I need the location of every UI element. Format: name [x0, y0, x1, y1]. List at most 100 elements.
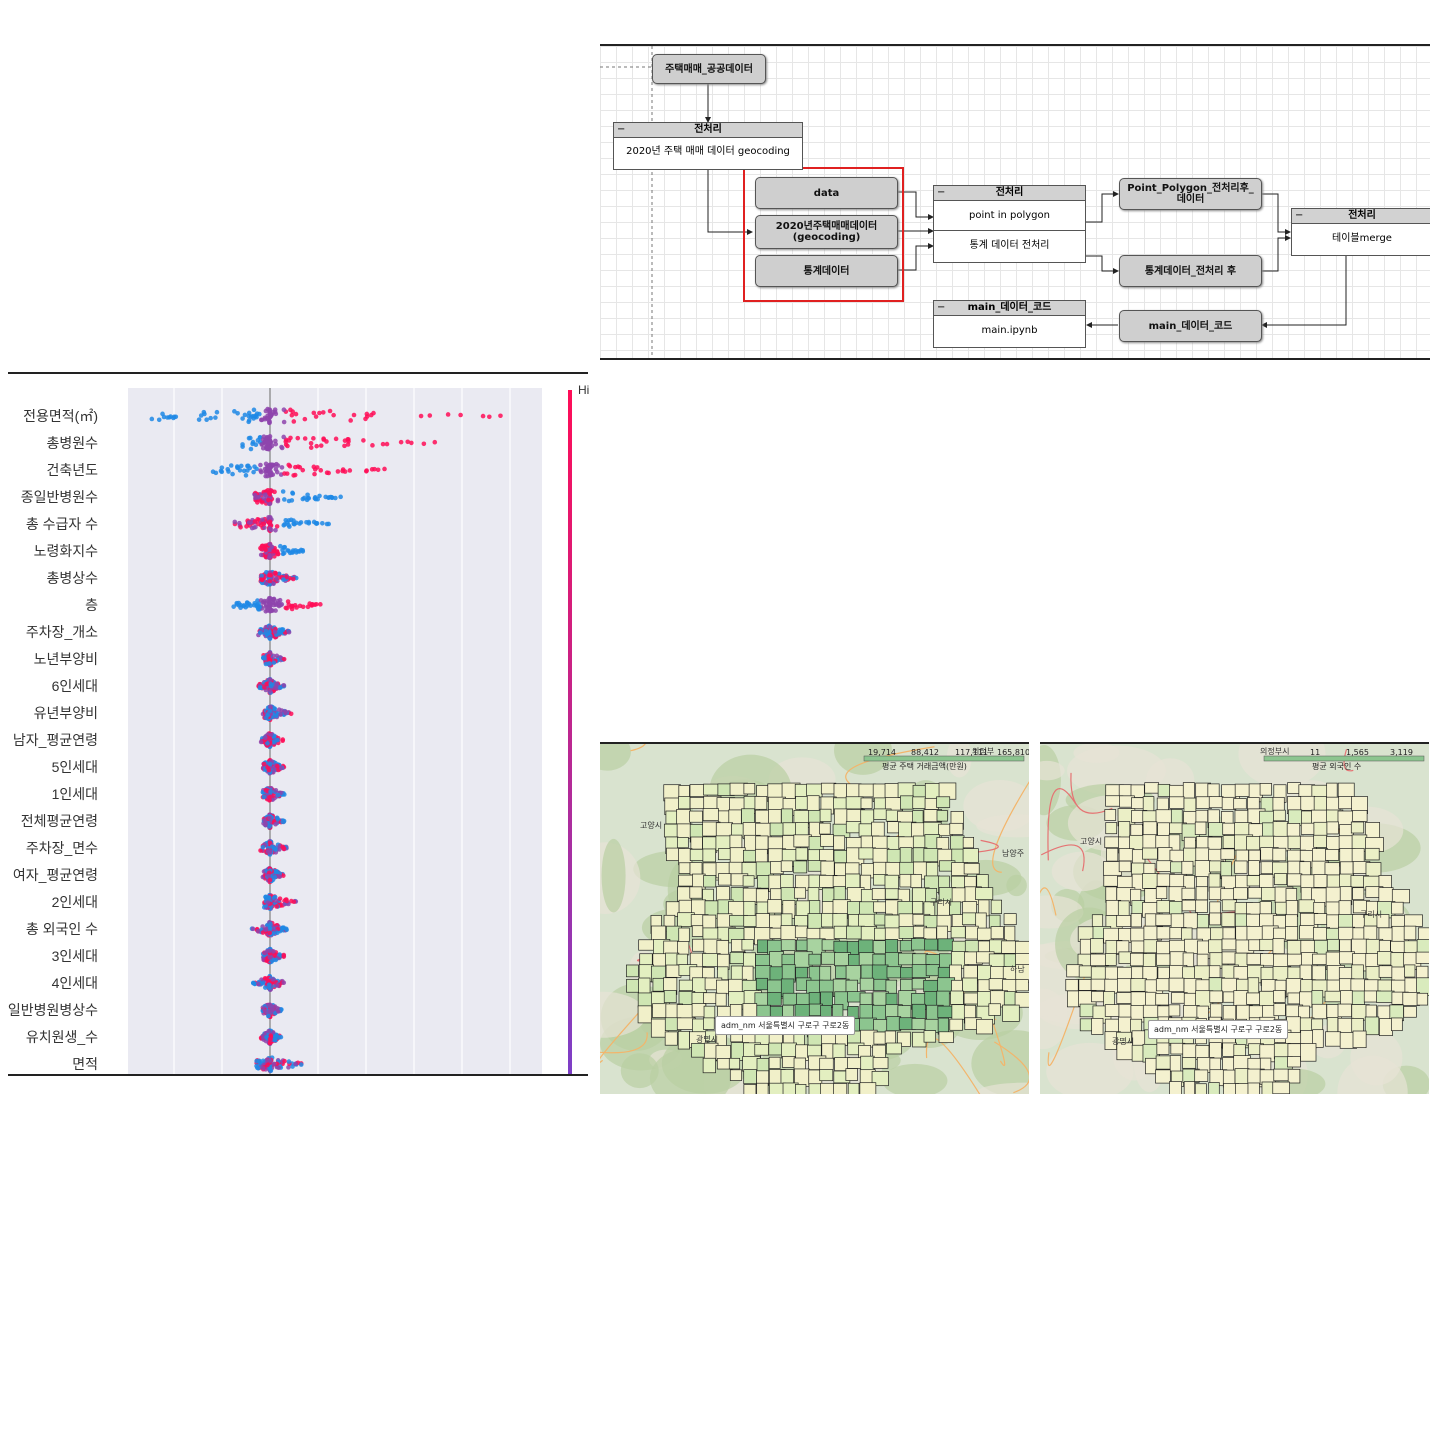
- district-cell[interactable]: [1378, 887, 1394, 904]
- district-cell[interactable]: [819, 808, 832, 822]
- district-cell[interactable]: [691, 925, 704, 937]
- district-cell[interactable]: [819, 1069, 834, 1082]
- district-cell[interactable]: [923, 979, 939, 993]
- district-cell[interactable]: [1156, 797, 1169, 811]
- district-cell[interactable]: [845, 873, 861, 890]
- district-cell[interactable]: [1234, 860, 1248, 874]
- district-cell[interactable]: [1247, 1082, 1260, 1094]
- district-cell[interactable]: [1015, 979, 1029, 992]
- district-cell[interactable]: [1311, 1003, 1327, 1020]
- district-cell[interactable]: [1155, 993, 1169, 1006]
- district-cell[interactable]: [1220, 848, 1235, 860]
- district-cell[interactable]: [1338, 967, 1353, 980]
- district-cell[interactable]: [715, 822, 734, 837]
- district-cell[interactable]: [1104, 809, 1117, 821]
- district-cell[interactable]: [833, 886, 846, 902]
- district-cell[interactable]: [1157, 783, 1171, 797]
- district-cell[interactable]: [911, 938, 927, 951]
- district-cell[interactable]: [1352, 810, 1368, 822]
- district-cell[interactable]: [795, 847, 808, 861]
- district-cell[interactable]: [873, 1031, 888, 1045]
- district-cell[interactable]: [1325, 849, 1340, 861]
- district-cell[interactable]: [1233, 798, 1247, 810]
- district-cell[interactable]: [1156, 860, 1173, 872]
- district-cell[interactable]: [1155, 978, 1170, 992]
- district-cell[interactable]: [1403, 925, 1417, 941]
- district-cell[interactable]: [886, 1016, 902, 1032]
- district-cell[interactable]: [1352, 887, 1365, 901]
- district-cell[interactable]: [676, 823, 693, 839]
- district-cell[interactable]: [1221, 899, 1237, 912]
- district-cell[interactable]: [1181, 860, 1194, 875]
- district-cell[interactable]: [925, 964, 940, 977]
- district-cell[interactable]: [743, 849, 757, 863]
- district-cell[interactable]: [951, 875, 965, 889]
- district-cell[interactable]: [767, 899, 782, 914]
- district-cell[interactable]: [912, 796, 926, 809]
- district-cell[interactable]: [871, 1070, 889, 1087]
- district-cell[interactable]: [820, 1082, 835, 1094]
- district-cell[interactable]: [900, 966, 914, 979]
- district-cell[interactable]: [807, 913, 824, 930]
- district-cell[interactable]: [912, 835, 926, 849]
- district-cell[interactable]: [1182, 782, 1195, 799]
- district-cell[interactable]: [1337, 1017, 1354, 1034]
- district-cell[interactable]: [951, 1004, 966, 1020]
- district-cell[interactable]: [716, 940, 729, 955]
- district-cell[interactable]: [990, 926, 1004, 940]
- district-cell[interactable]: [937, 938, 954, 952]
- district-cell[interactable]: [1208, 1082, 1220, 1094]
- district-cell[interactable]: [663, 990, 677, 1003]
- district-cell[interactable]: [755, 977, 769, 991]
- district-cell[interactable]: [900, 795, 914, 810]
- district-cell[interactable]: [936, 796, 951, 808]
- district-cell[interactable]: [702, 808, 719, 822]
- district-cell[interactable]: [1155, 886, 1168, 899]
- district-cell[interactable]: [1233, 990, 1249, 1007]
- district-cell[interactable]: [1090, 938, 1104, 954]
- district-cell[interactable]: [806, 783, 823, 798]
- district-cell[interactable]: [1415, 951, 1429, 964]
- district-cell[interactable]: [1207, 783, 1220, 798]
- district-cell[interactable]: [1142, 834, 1158, 851]
- district-cell[interactable]: [677, 1030, 690, 1050]
- collapse-icon[interactable]: −: [937, 302, 946, 313]
- district-cell[interactable]: [690, 836, 703, 850]
- district-cell[interactable]: [1376, 990, 1395, 1003]
- district-cell[interactable]: [1235, 849, 1249, 863]
- district-cell[interactable]: [1285, 900, 1299, 917]
- district-cell[interactable]: [1209, 1042, 1222, 1060]
- district-cell[interactable]: [715, 1045, 731, 1061]
- district-cell[interactable]: [780, 860, 793, 872]
- district-cell[interactable]: [925, 862, 939, 878]
- district-cell[interactable]: [832, 1043, 846, 1059]
- district-cell[interactable]: [886, 1042, 902, 1055]
- district-cell[interactable]: [990, 899, 1002, 914]
- district-cell[interactable]: [1105, 822, 1118, 835]
- district-cell[interactable]: [886, 966, 902, 979]
- district-cell[interactable]: [1416, 992, 1429, 1006]
- district-cell[interactable]: [1195, 809, 1209, 823]
- district-cell[interactable]: [871, 888, 886, 900]
- district-cell[interactable]: [963, 863, 980, 875]
- district-cell[interactable]: [1169, 1055, 1182, 1072]
- district-cell[interactable]: [1338, 900, 1352, 916]
- district-cell[interactable]: [1209, 912, 1222, 926]
- district-cell[interactable]: [938, 1031, 954, 1044]
- district-cell[interactable]: [833, 1083, 848, 1094]
- district-cell[interactable]: [1002, 1004, 1020, 1022]
- district-cell[interactable]: [1261, 979, 1278, 992]
- district-cell[interactable]: [884, 914, 900, 930]
- district-cell[interactable]: [1004, 925, 1016, 942]
- district-cell[interactable]: [1246, 925, 1264, 942]
- district-cell[interactable]: [1286, 940, 1302, 957]
- district-cell[interactable]: [768, 1042, 784, 1056]
- district-cell[interactable]: [975, 887, 994, 900]
- district-cell[interactable]: [900, 978, 913, 993]
- district-cell[interactable]: [924, 938, 939, 951]
- district-cell[interactable]: [728, 1057, 741, 1070]
- district-cell[interactable]: [1181, 887, 1196, 900]
- district-cell[interactable]: [1233, 887, 1248, 900]
- district-cell[interactable]: [833, 835, 846, 851]
- district-cell[interactable]: [1287, 1068, 1301, 1084]
